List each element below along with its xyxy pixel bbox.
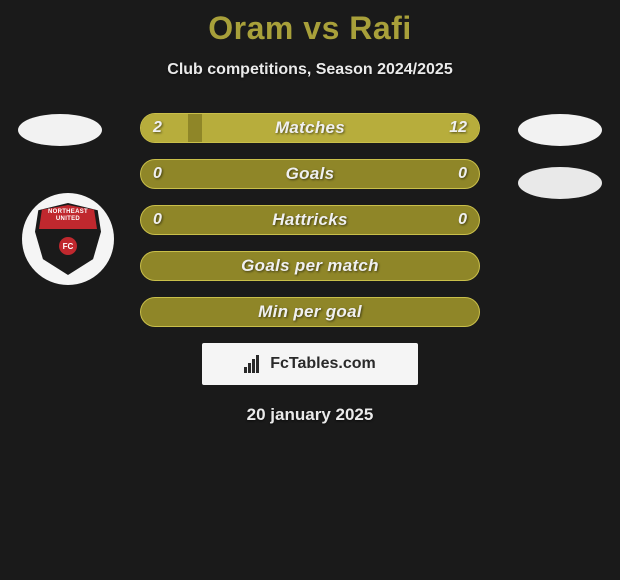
page-title: Oram vs Rafi	[0, 0, 620, 47]
club-right-avatar	[518, 167, 602, 199]
badge-fc: FC	[59, 237, 77, 255]
player-left-avatar	[18, 114, 102, 146]
stat-row: Goals per match	[140, 251, 480, 281]
attribution-text: FcTables.com	[270, 355, 376, 373]
stat-label: Goals per match	[141, 252, 479, 280]
attribution: FcTables.com	[202, 343, 418, 385]
comparison-bars: 212Matches 00Goals 00Hattricks Goals per ma…	[140, 113, 480, 327]
subtitle: Club competitions, Season 2024/2025	[0, 61, 620, 79]
player-right-avatar	[518, 114, 602, 146]
shield-icon: NORTHEASTUNITED FC	[35, 203, 101, 275]
stat-row: 212Matches	[140, 113, 480, 143]
stat-row: 00Hattricks	[140, 205, 480, 235]
stat-label: Matches	[141, 114, 479, 142]
stat-row: 00Goals	[140, 159, 480, 189]
stat-label: Goals	[141, 160, 479, 188]
chart-icon	[244, 355, 264, 373]
snapshot-date: 20 january 2025	[0, 405, 620, 425]
stat-row: Min per goal	[140, 297, 480, 327]
stats-container: NORTHEASTUNITED FC 212Matches 00Goals 00Ha…	[0, 113, 620, 425]
stat-label: Hattricks	[141, 206, 479, 234]
stat-label: Min per goal	[141, 298, 479, 326]
club-left-badge: NORTHEASTUNITED FC	[22, 193, 114, 285]
badge-text: NORTHEASTUNITED	[48, 209, 88, 223]
